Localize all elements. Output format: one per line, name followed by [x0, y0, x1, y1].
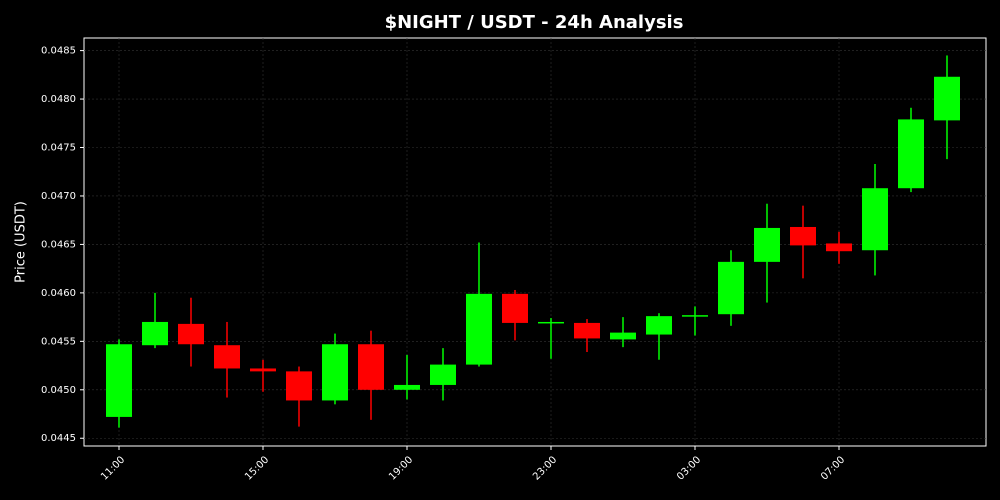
y-tick-label: 0.0450 [41, 385, 76, 396]
plot-frame [83, 37, 987, 447]
candle-body [718, 261, 744, 315]
candle-body [538, 321, 564, 324]
y-tick-label: 0.0455 [41, 336, 76, 347]
candle-body [142, 321, 168, 346]
candle-body [898, 119, 924, 189]
candle-body [106, 344, 132, 417]
candle-body [790, 226, 816, 246]
candle-body [862, 188, 888, 251]
candle-body [394, 384, 420, 390]
candle-body [646, 316, 672, 335]
candle-body [610, 332, 636, 340]
y-tick-label: 0.0460 [41, 288, 76, 299]
candle-body [178, 323, 204, 345]
candle-body [286, 371, 312, 401]
candle-body [754, 227, 780, 262]
y-axis-label: Price (USDT) [14, 201, 29, 283]
chart-title: $NIGHT / USDT - 24h Analysis [385, 12, 684, 33]
candle-body [322, 344, 348, 401]
candle-body [430, 364, 456, 385]
candle-body [214, 345, 240, 369]
candle-body [358, 344, 384, 390]
candle-body [466, 293, 492, 365]
candle-body [934, 76, 960, 121]
y-tick-label: 0.0485 [41, 46, 76, 57]
candle-body [826, 243, 852, 252]
y-tick-label: 0.0470 [41, 191, 76, 202]
candle-body [250, 368, 276, 372]
y-tick-label: 0.0475 [41, 143, 76, 154]
candle-body [682, 315, 708, 317]
candle-body [502, 293, 528, 323]
candle-body [574, 322, 600, 339]
y-tick-label: 0.0480 [41, 94, 76, 105]
y-tick-label: 0.0445 [41, 433, 76, 444]
y-tick-label: 0.0465 [41, 239, 76, 250]
